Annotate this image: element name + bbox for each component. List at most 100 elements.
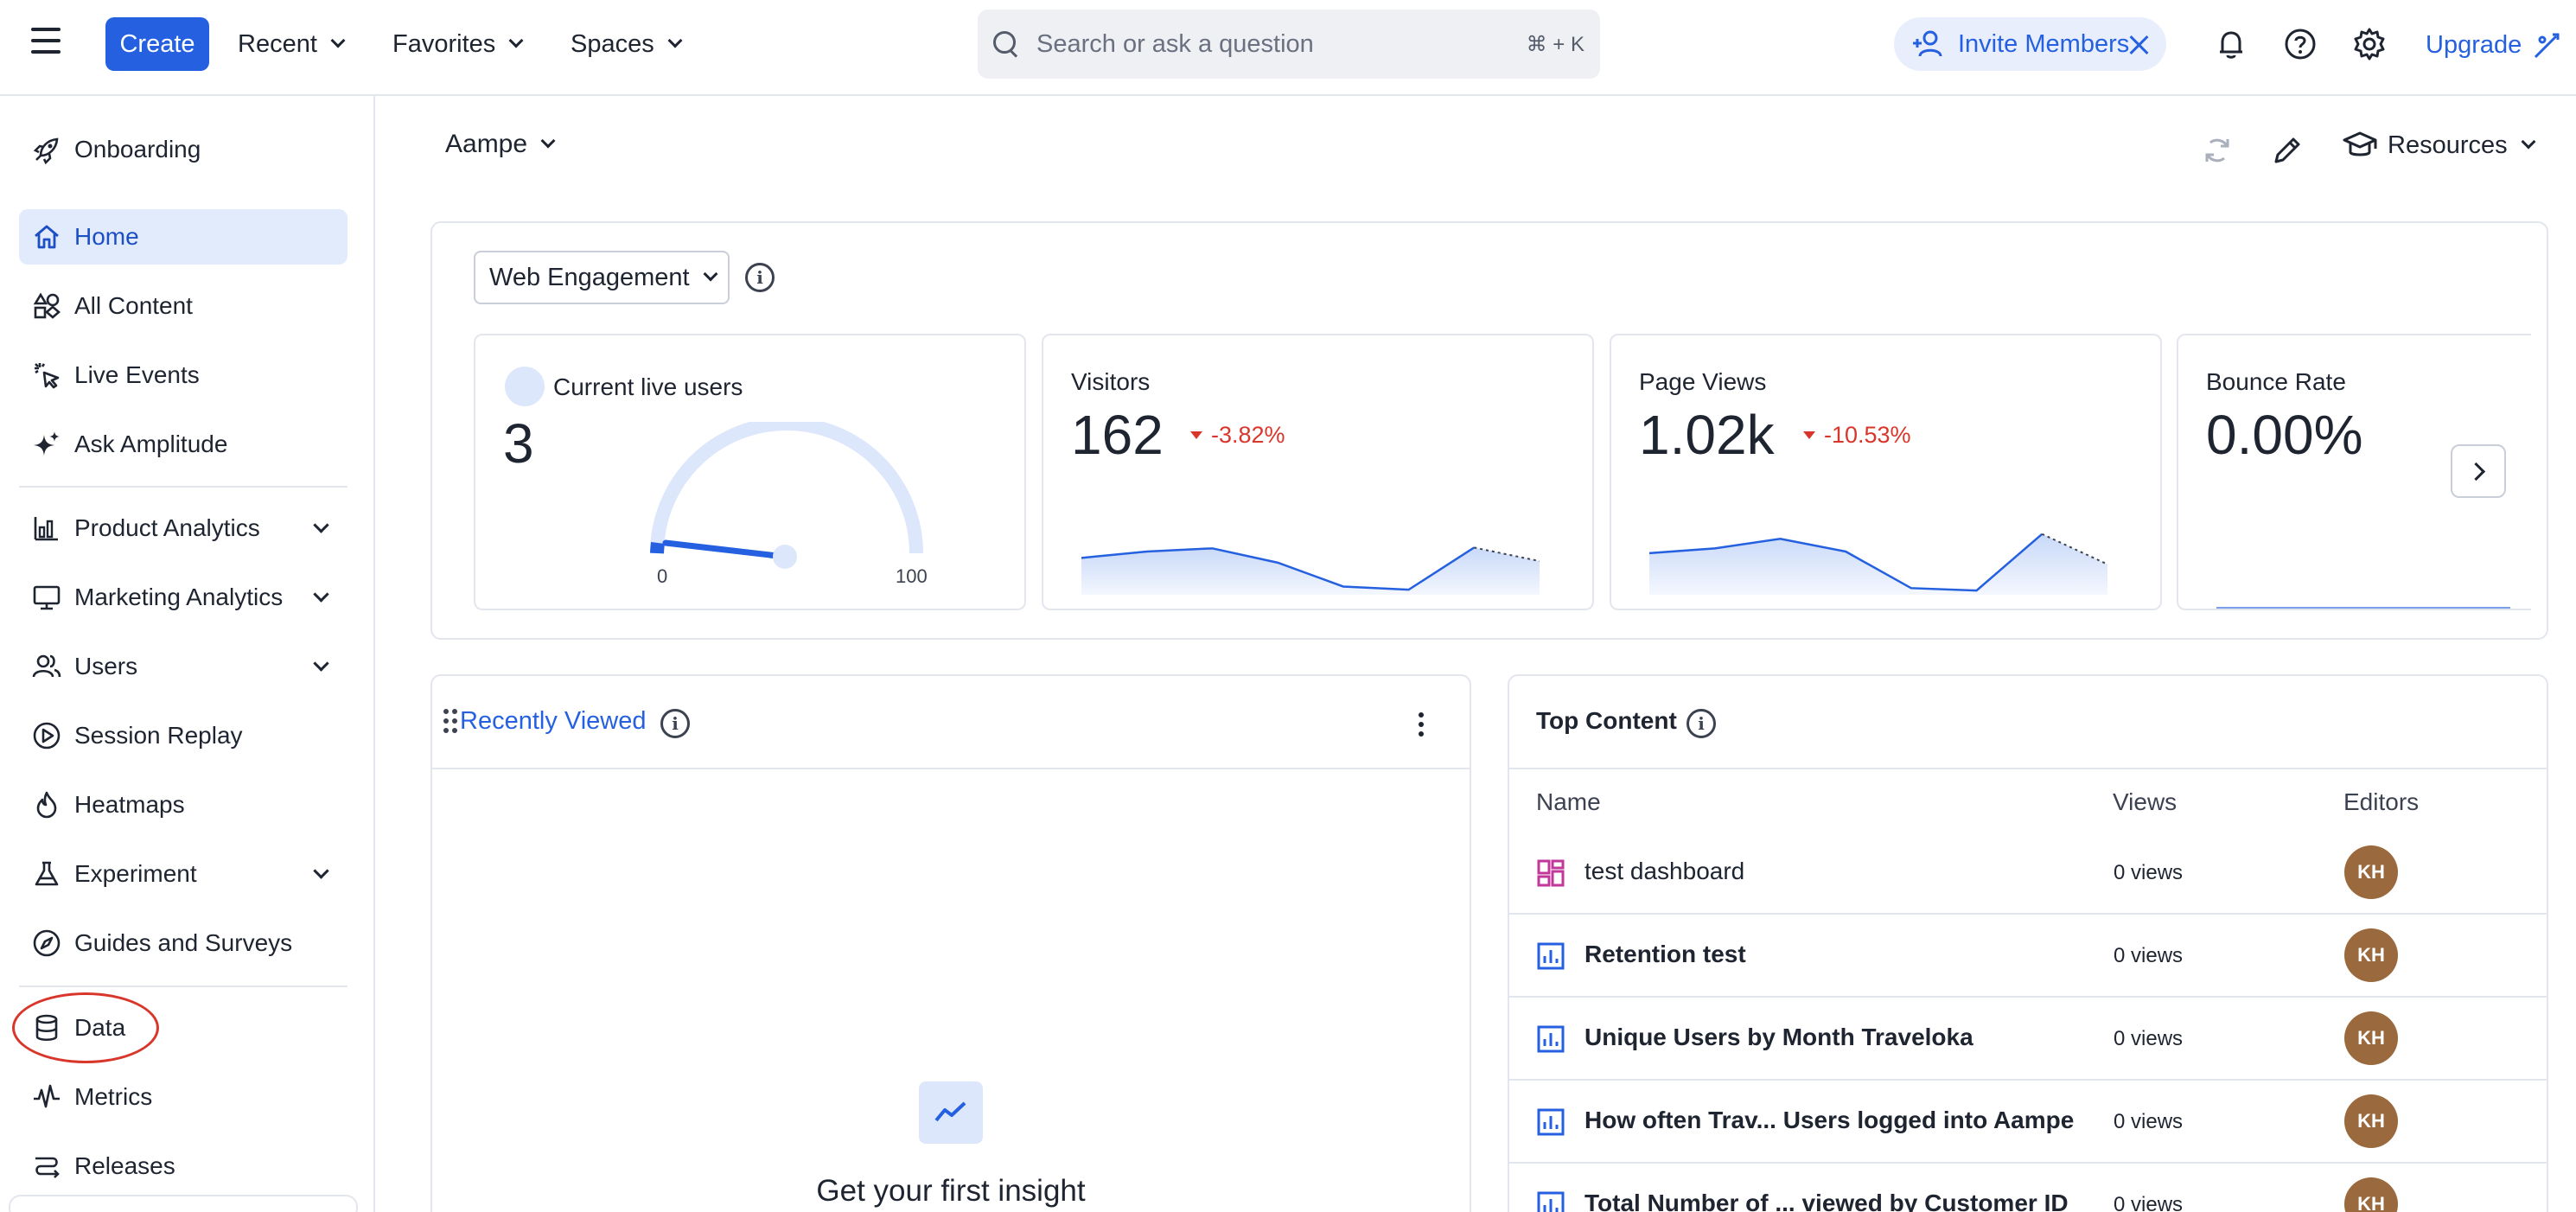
web-engagement-select[interactable]: Web Engagement [474, 251, 730, 304]
chevron-down-icon[interactable] [313, 863, 329, 879]
search-bar[interactable]: ⌘ + K [978, 10, 1600, 79]
info-icon[interactable]: i [660, 709, 690, 738]
sidebar-item-session-replay[interactable]: Session Replay [19, 708, 348, 763]
dashboard-icon [1537, 859, 1565, 887]
table-row[interactable]: Retention test 0 views KH [1509, 915, 2547, 998]
chevron-down-icon [540, 133, 556, 149]
shapes-icon [31, 290, 62, 322]
upgrade-label: Upgrade [2426, 30, 2522, 59]
search-icon [993, 31, 1019, 57]
upgrade-icon [2535, 33, 2560, 59]
chevron-down-icon[interactable] [313, 655, 329, 672]
sidebar-item-releases[interactable]: Releases [19, 1139, 348, 1194]
top-bar: Create Recent Favorites Spaces ⌘ + K Inv… [0, 0, 2576, 96]
column-header-editors: Editors [2343, 788, 2420, 815]
project-selector[interactable]: Aampe [445, 130, 556, 159]
row-name[interactable]: Total Number of ... viewed by Customer I… [1584, 1190, 2069, 1212]
flame-icon [31, 789, 62, 820]
row-views: 0 views [2114, 1193, 2184, 1212]
sidebar-item-onboarding[interactable]: Onboarding [19, 122, 348, 177]
column-header-name[interactable]: Name [1536, 788, 1601, 815]
info-icon[interactable]: i [1687, 709, 1716, 738]
sidebar-item-experiment[interactable]: Experiment [19, 846, 348, 902]
chart-icon [1537, 1108, 1565, 1136]
panel-divider [1509, 768, 2547, 769]
sparkline-area [1649, 533, 2107, 595]
avatar[interactable]: KH [2344, 1177, 2398, 1212]
resources-menu[interactable]: Resources [2343, 130, 2536, 161]
next-cards-button[interactable] [2451, 444, 2506, 498]
sidebar-item-all-content[interactable]: All Content [19, 278, 348, 334]
play-icon [31, 720, 62, 751]
metric-card-page-views: Page Views 1.02k -10.53% [1610, 334, 2162, 610]
recent-menu[interactable]: Recent [238, 22, 346, 66]
sparkline-line [1081, 546, 1475, 591]
avatar[interactable]: KH [2344, 928, 2398, 982]
web-engagement-label: Web Engagement [489, 263, 690, 291]
top-content-title: Top Content [1536, 707, 1677, 734]
gear-icon[interactable] [2351, 26, 2388, 62]
upgrade-link[interactable]: Upgrade [2426, 28, 2565, 62]
favorites-menu[interactable]: Favorites [392, 22, 524, 66]
metric-card-live-users: Current live users 3 0 100 [474, 334, 1026, 610]
row-name[interactable]: test dashboard [1584, 858, 1745, 884]
drag-handle-icon[interactable] [443, 709, 459, 733]
table-row[interactable]: test dashboard 0 views KH [1509, 832, 2547, 915]
sparkle-icon [31, 429, 62, 460]
chevron-down-icon [667, 33, 683, 48]
sidebar-item-product-analytics[interactable]: Product Analytics [19, 501, 348, 556]
metric-card-visitors: Visitors 162 -3.82% [1042, 334, 1594, 610]
close-icon[interactable] [2128, 35, 2149, 55]
sidebar-item-ask-amplitude[interactable]: Ask Amplitude [19, 417, 348, 472]
sidebar-item-label: Experiment [74, 860, 197, 887]
invite-members-button[interactable]: Invite Members [1894, 17, 2166, 71]
table-row[interactable]: Total Number of ... viewed by Customer I… [1509, 1164, 2547, 1212]
panel-divider [432, 768, 1470, 769]
avatar[interactable]: KH [2344, 845, 2398, 899]
spaces-menu[interactable]: Spaces [571, 22, 683, 66]
metric-delta: -10.53% [1803, 422, 1911, 449]
metric-title: Current live users [553, 373, 743, 400]
sidebar-item-marketing-analytics[interactable]: Marketing Analytics [19, 570, 348, 625]
info-icon[interactable]: i [745, 263, 775, 292]
chevron-down-icon[interactable] [313, 517, 329, 533]
bell-icon[interactable] [2213, 26, 2249, 62]
search-input[interactable] [1036, 29, 1527, 59]
home-icon [31, 221, 62, 252]
row-views: 0 views [2114, 861, 2184, 884]
sidebar-item-heatmaps[interactable]: Heatmaps [19, 777, 348, 832]
table-row[interactable]: How often Trav... Users logged into Aamp… [1509, 1081, 2547, 1164]
add-user-icon [1913, 30, 1942, 57]
row-name[interactable]: Unique Users by Month Traveloka [1584, 1024, 1973, 1050]
recently-viewed-title: Recently Viewed [460, 707, 647, 735]
metric-value: 0.00% [2206, 404, 2363, 466]
sparkline-area [1081, 547, 1540, 595]
sidebar-bottom-panel [9, 1195, 358, 1212]
avatar[interactable]: KH [2344, 1094, 2398, 1148]
sidebar-item-home[interactable]: Home [19, 209, 348, 265]
refresh-icon[interactable] [2201, 134, 2234, 167]
sidebar-item-metrics[interactable]: Metrics [19, 1069, 348, 1125]
row-name[interactable]: How often Trav... Users logged into Aamp… [1584, 1107, 2075, 1133]
hamburger-menu-icon[interactable] [31, 28, 66, 61]
pencil-icon[interactable] [2271, 134, 2304, 167]
sidebar-item-label: Session Replay [74, 722, 243, 749]
help-icon[interactable] [2282, 26, 2318, 62]
metric-value: 1.02k [1639, 404, 1775, 466]
create-button[interactable]: Create [105, 17, 209, 71]
kebab-menu-icon[interactable] [1419, 712, 1424, 741]
column-header-views[interactable]: Views [2113, 788, 2177, 815]
avatar[interactable]: KH [2344, 1011, 2398, 1065]
gauge-fill [650, 542, 665, 554]
sidebar-item-guides-and-surveys[interactable]: Guides and Surveys [19, 915, 348, 971]
metric-title: Bounce Rate [2206, 368, 2346, 395]
sidebar-item-live-events[interactable]: Live Events [19, 348, 348, 403]
sidebar-divider [19, 486, 348, 488]
sidebar-item-users[interactable]: Users [19, 639, 348, 694]
chevron-down-icon[interactable] [313, 586, 329, 603]
invite-members-label: Invite Members [1958, 29, 2130, 58]
rocket-icon [31, 134, 62, 165]
table-row[interactable]: Unique Users by Month Traveloka 0 views … [1509, 998, 2547, 1081]
live-indicator-icon [505, 367, 545, 406]
row-name[interactable]: Retention test [1584, 941, 1746, 967]
